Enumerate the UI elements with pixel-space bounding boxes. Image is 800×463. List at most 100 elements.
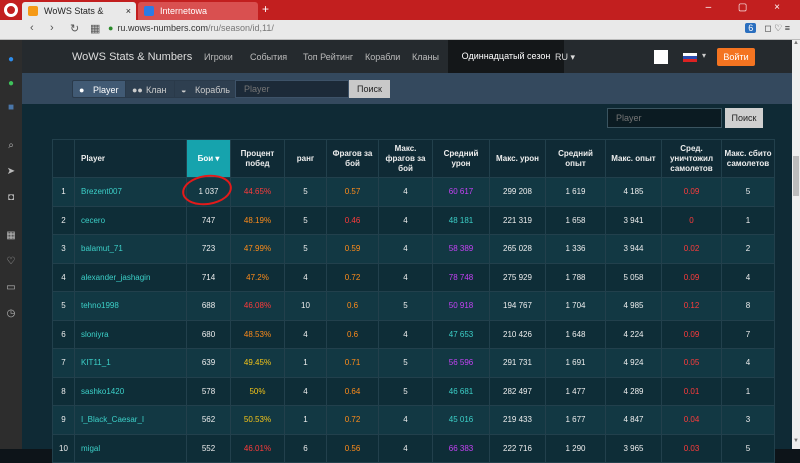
- cell-player-link[interactable]: sashko1420: [74, 376, 187, 406]
- col-header-player[interactable]: Player: [74, 139, 187, 178]
- col-header-avg-planes[interactable]: Сред. уничтожил самолетов: [661, 139, 722, 178]
- table-row: 7 KIT11_1 639 49.45% 1 0.71 5 56 596 291 731 1 69…: [52, 348, 775, 378]
- col-header-rank[interactable]: ранг: [284, 139, 327, 178]
- search-icon[interactable]: ⌕: [8, 140, 14, 151]
- cell-frags: 0.71: [326, 348, 379, 378]
- page-scrollbar[interactable]: ▲ ▼: [792, 40, 800, 449]
- cell-number: 10: [52, 433, 75, 463]
- cell-player-link[interactable]: Brezent007: [74, 177, 187, 207]
- whatsapp-icon[interactable]: ●: [7, 78, 15, 89]
- new-tab-icon[interactable]: +: [262, 2, 270, 16]
- back-icon[interactable]: ‹: [30, 22, 34, 34]
- col-header-battles[interactable]: Бои ▾: [186, 139, 231, 178]
- login-button[interactable]: Войти: [717, 48, 755, 66]
- scroll-up-icon[interactable]: ▲: [793, 40, 799, 46]
- toolbar-icons[interactable]: ◻ ♡ ≡: [764, 23, 790, 33]
- cell-max-xp: 4 985: [605, 291, 662, 321]
- search-type-ship[interactable]: ◒ Корабль: [174, 80, 236, 98]
- nav-events[interactable]: События: [250, 52, 288, 62]
- russian-flag-icon[interactable]: [683, 53, 697, 62]
- cell-winrate: 49.45%: [230, 348, 285, 378]
- language-dropdown[interactable]: RU ▾: [555, 52, 576, 62]
- cell-frags: 0.46: [326, 205, 379, 235]
- cell-player-link[interactable]: alexander_jashagin: [74, 262, 187, 292]
- browser-tab-wows[interactable]: WoWS Stats & Numbers ×: [22, 2, 136, 34]
- cell-player-link[interactable]: sloniyra: [74, 319, 187, 349]
- scrollbar-thumb[interactable]: [793, 156, 799, 196]
- col-header-avg-xp[interactable]: Средний опыт: [545, 139, 606, 178]
- cell-avg-xp: 1 619: [545, 177, 606, 207]
- cell-player-link[interactable]: KIT11_1: [74, 348, 187, 378]
- cell-winrate: 47.99%: [230, 234, 285, 264]
- cell-avg-xp: 1 336: [545, 234, 606, 264]
- scroll-down-icon[interactable]: ▼: [793, 438, 799, 444]
- speed-dial-icon[interactable]: ▦: [90, 23, 101, 35]
- send-icon[interactable]: ➤: [6, 166, 16, 177]
- search-type-label: Клан: [146, 85, 167, 95]
- cell-avg-xp: 1 677: [545, 405, 606, 435]
- camera-icon[interactable]: ◘: [7, 192, 15, 203]
- table-row: 10 migal 552 46.01% 6 0.56 4 66 383 222 716 1 290…: [52, 433, 775, 463]
- cell-battles: 714: [186, 262, 231, 292]
- cell-winrate: 46.08%: [230, 291, 285, 321]
- table-row: 8 sashko1420 578 50% 4 0.64 5 46 681 282 497 1 47…: [52, 376, 775, 406]
- cell-max-frags: 4: [378, 262, 433, 292]
- search-type-player[interactable]: ● Player: [72, 80, 126, 98]
- nav-clans[interactable]: Кланы: [412, 52, 439, 62]
- cell-rank: 5: [284, 177, 327, 207]
- tab-close-icon[interactable]: ×: [125, 6, 131, 16]
- cell-player-link[interactable]: balamut_71: [74, 234, 187, 264]
- player-stats-table: Player Бои ▾ Процент побед ранг Фрагов з…: [52, 139, 775, 463]
- cell-player-link[interactable]: tehno1998: [74, 291, 187, 321]
- cell-frags: 0.56: [326, 433, 379, 463]
- opera-menu-icon[interactable]: [4, 3, 18, 17]
- vk-icon[interactable]: ■: [7, 102, 15, 113]
- col-header-frags[interactable]: Фрагов за бой: [326, 139, 379, 178]
- heart-icon[interactable]: ♡: [6, 256, 16, 267]
- table-filter-input[interactable]: [607, 108, 722, 128]
- col-header-max-frags[interactable]: Макс. фрагов за бой: [378, 139, 433, 178]
- cell-max-damage: 282 497: [489, 376, 546, 406]
- cell-player-link[interactable]: migal: [74, 433, 187, 463]
- news-icon[interactable]: ▭: [6, 282, 16, 293]
- col-header-max-damage[interactable]: Макс. урон: [489, 139, 546, 178]
- cell-avg-damage: 58 389: [432, 234, 490, 264]
- toolbar-right: 6 ◻ ♡ ≡: [745, 23, 790, 34]
- cell-number: 3: [52, 234, 75, 264]
- reload-icon[interactable]: ↻: [70, 23, 80, 35]
- cell-frags: 0.59: [326, 234, 379, 264]
- nav-season-active[interactable]: Одиннадцатый сезон: [448, 40, 564, 73]
- url-field[interactable]: ● ru.wows-numbers.com/ru/season/id,11/: [108, 23, 274, 33]
- cell-rank: 4: [284, 376, 327, 406]
- chevron-down-icon[interactable]: ▾: [702, 51, 707, 60]
- group-icon: ●●: [132, 85, 143, 95]
- cell-max-frags: 4: [378, 319, 433, 349]
- col-header-winrate[interactable]: Процент побед: [230, 139, 285, 178]
- notification-box[interactable]: [654, 50, 668, 64]
- extension-badge[interactable]: 6: [745, 23, 757, 33]
- search-button[interactable]: Поиск: [349, 80, 390, 98]
- site-header: WoWS Stats & Numbers Игроки События Топ …: [22, 40, 792, 73]
- history-icon[interactable]: ◷: [6, 308, 16, 319]
- grid-icon[interactable]: ▦: [6, 230, 16, 241]
- search-type-clan[interactable]: ●● Клан: [125, 80, 175, 98]
- tab-favicon-icon: [144, 6, 154, 16]
- col-header-avg-damage[interactable]: Средний урон: [432, 139, 490, 178]
- col-header-max-planes[interactable]: Макс. сбито самолетов: [721, 139, 775, 178]
- nav-ships[interactable]: Корабли: [365, 52, 401, 62]
- browser-tab-search[interactable]: Internetowa wyszukiwarka: [138, 2, 258, 34]
- cell-max-xp: 5 058: [605, 262, 662, 292]
- site-logo[interactable]: WoWS Stats & Numbers: [72, 51, 193, 63]
- cell-max-frags: 4: [378, 177, 433, 207]
- cell-player-link[interactable]: cecero: [74, 205, 187, 235]
- messenger-icon[interactable]: ●: [7, 54, 15, 65]
- nav-top-rating[interactable]: Топ Рейтинг: [303, 52, 354, 62]
- nav-players[interactable]: Игроки: [204, 52, 233, 62]
- table-filter-button[interactable]: Поиск: [725, 108, 763, 128]
- forward-icon[interactable]: ›: [50, 22, 54, 34]
- cell-avg-xp: 1 290: [545, 433, 606, 463]
- col-header-max-xp[interactable]: Макс. опыт: [605, 139, 662, 178]
- player-search-input[interactable]: [235, 80, 349, 98]
- window-controls[interactable]: – ▢ ×: [705, 2, 792, 13]
- cell-player-link[interactable]: I_Black_Caesar_I: [74, 405, 187, 435]
